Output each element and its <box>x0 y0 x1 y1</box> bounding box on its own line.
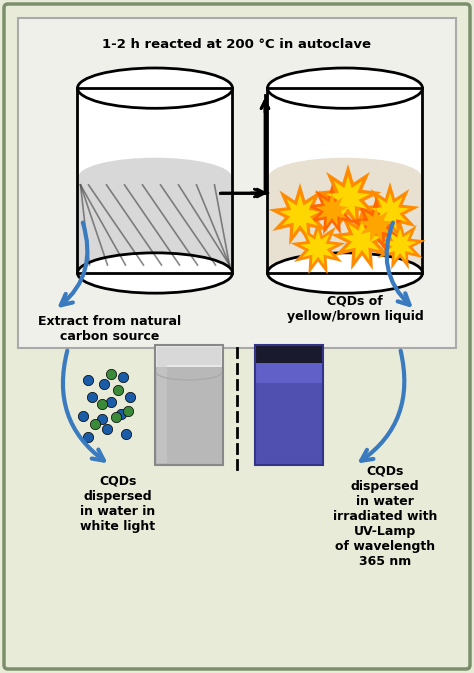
Polygon shape <box>383 228 417 261</box>
Point <box>112 412 120 423</box>
FancyBboxPatch shape <box>4 4 470 669</box>
Polygon shape <box>358 207 394 242</box>
Polygon shape <box>315 193 349 226</box>
Point <box>79 411 87 421</box>
Bar <box>155 345 223 367</box>
Ellipse shape <box>78 68 233 108</box>
Bar <box>255 383 323 465</box>
Polygon shape <box>326 176 370 219</box>
Point <box>127 392 134 402</box>
Point <box>84 432 91 443</box>
Polygon shape <box>374 219 426 269</box>
Polygon shape <box>306 184 357 234</box>
Point <box>108 368 115 379</box>
Bar <box>255 363 323 383</box>
Ellipse shape <box>267 253 422 293</box>
Point <box>122 429 129 439</box>
Polygon shape <box>268 183 331 245</box>
Point <box>108 397 115 408</box>
Bar <box>79 177 231 273</box>
Polygon shape <box>341 219 383 260</box>
Polygon shape <box>300 229 336 265</box>
Polygon shape <box>330 208 393 270</box>
Point <box>124 405 132 416</box>
Ellipse shape <box>268 157 421 196</box>
Text: CQDs
dispersed
in water in
white light: CQDs dispersed in water in white light <box>81 475 155 533</box>
Point <box>103 424 110 435</box>
Bar <box>78 88 233 273</box>
Bar <box>267 88 422 273</box>
Point <box>117 409 125 419</box>
Polygon shape <box>291 220 346 275</box>
Bar <box>78 88 233 273</box>
Point <box>98 414 106 425</box>
Text: Extract from natural
carbon source: Extract from natural carbon source <box>38 315 182 343</box>
Polygon shape <box>315 164 382 230</box>
Bar <box>255 345 323 363</box>
Text: CQDs
dispersed
in water
irradiated with
UV-Lamp
of wavelength
365 nm: CQDs dispersed in water irradiated with … <box>333 465 437 568</box>
Point <box>100 378 108 389</box>
Polygon shape <box>371 192 409 230</box>
Point <box>84 375 91 386</box>
Bar <box>155 367 223 465</box>
Text: 1-2 h reacted at 200 °C in autoclave: 1-2 h reacted at 200 °C in autoclave <box>102 38 372 51</box>
Bar <box>157 365 167 463</box>
Point <box>98 398 106 409</box>
Polygon shape <box>360 182 419 240</box>
Ellipse shape <box>79 157 231 196</box>
Text: CQDs of
yellow/brown liquid: CQDs of yellow/brown liquid <box>287 295 423 323</box>
Polygon shape <box>348 197 403 251</box>
Point <box>115 385 122 396</box>
Bar <box>268 177 421 273</box>
Point <box>89 392 96 402</box>
Bar <box>267 88 422 273</box>
Bar <box>157 347 221 365</box>
Polygon shape <box>280 194 320 235</box>
Point <box>119 371 127 382</box>
Ellipse shape <box>78 253 233 293</box>
Ellipse shape <box>267 68 422 108</box>
Bar <box>18 18 456 348</box>
Point <box>91 419 99 429</box>
